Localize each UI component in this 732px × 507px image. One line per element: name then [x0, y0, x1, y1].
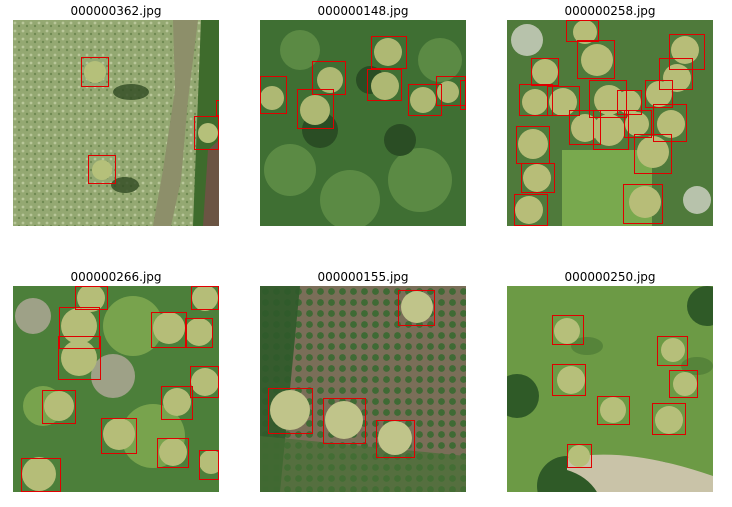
palm-bounding-box [151, 312, 187, 348]
palm-bounding-box [75, 286, 108, 310]
panel-title: 000000266.jpg [70, 270, 162, 284]
palm-bounding-box [191, 286, 219, 310]
aerial-image [260, 20, 466, 226]
palm-bounding-box [190, 366, 219, 398]
palm-bounding-box [566, 20, 599, 42]
palm-bounding-box [21, 458, 61, 492]
palm-bounding-box [376, 420, 415, 458]
palm-bounding-box [81, 57, 109, 87]
palm-bounding-box [185, 318, 213, 348]
palm-bounding-box [569, 110, 601, 145]
palm-bounding-box [101, 418, 137, 454]
palm-bounding-box [659, 58, 693, 90]
palm-bounding-box [42, 390, 76, 424]
palm-bounding-box [59, 307, 100, 349]
palm-bounding-box [521, 163, 555, 193]
palm-bounding-box [657, 336, 688, 366]
aerial-image [507, 286, 713, 492]
palm-bounding-box [624, 110, 652, 138]
palm-bounding-box [552, 315, 584, 345]
panel-title: 000000148.jpg [317, 4, 409, 18]
palm-bounding-box [516, 126, 550, 164]
palm-bounding-box [653, 104, 687, 142]
aerial-image [507, 20, 713, 226]
palm-bounding-box [589, 80, 627, 118]
panel-title: 000000362.jpg [70, 4, 162, 18]
palm-bounding-box [371, 36, 407, 69]
palm-bounding-box [597, 396, 630, 425]
palm-bounding-box [669, 34, 705, 70]
palm-bounding-box [514, 194, 548, 226]
palm-bounding-box [593, 110, 629, 150]
palm-bounding-box [531, 58, 559, 86]
aerial-image [13, 286, 219, 492]
palm-bounding-box [567, 444, 592, 468]
palm-bounding-box [260, 76, 287, 114]
palm-bounding-box [408, 84, 442, 116]
palm-bounding-box [58, 336, 101, 380]
palm-bounding-box [398, 290, 435, 326]
palm-bounding-box [157, 438, 189, 468]
palm-bounding-box [519, 84, 553, 116]
palm-bounding-box [216, 100, 219, 116]
palm-bounding-box [669, 370, 698, 398]
palm-bounding-box [199, 450, 219, 480]
palm-bounding-box [460, 80, 466, 110]
palm-bounding-box [617, 90, 642, 115]
panel-title: 000000250.jpg [564, 270, 656, 284]
palm-bounding-box [623, 184, 663, 224]
aerial-image [260, 286, 466, 492]
palm-bounding-box [161, 386, 193, 420]
palm-bounding-box [323, 398, 366, 444]
palm-bounding-box [634, 134, 672, 174]
palm-bounding-box [652, 403, 686, 435]
palm-bounding-box [88, 155, 116, 184]
panel-title: 000000155.jpg [317, 270, 409, 284]
palm-bounding-box [367, 69, 402, 101]
palm-bounding-box [577, 40, 615, 79]
panel-title: 000000258.jpg [564, 4, 656, 18]
palm-bounding-box [268, 388, 313, 434]
palm-bounding-box [645, 80, 673, 108]
palm-bounding-box [547, 86, 580, 116]
aerial-image [13, 20, 219, 226]
palm-bounding-box [297, 89, 334, 129]
palm-bounding-box [552, 364, 586, 396]
palm-bounding-box [312, 61, 346, 95]
palm-bounding-box [194, 116, 219, 150]
